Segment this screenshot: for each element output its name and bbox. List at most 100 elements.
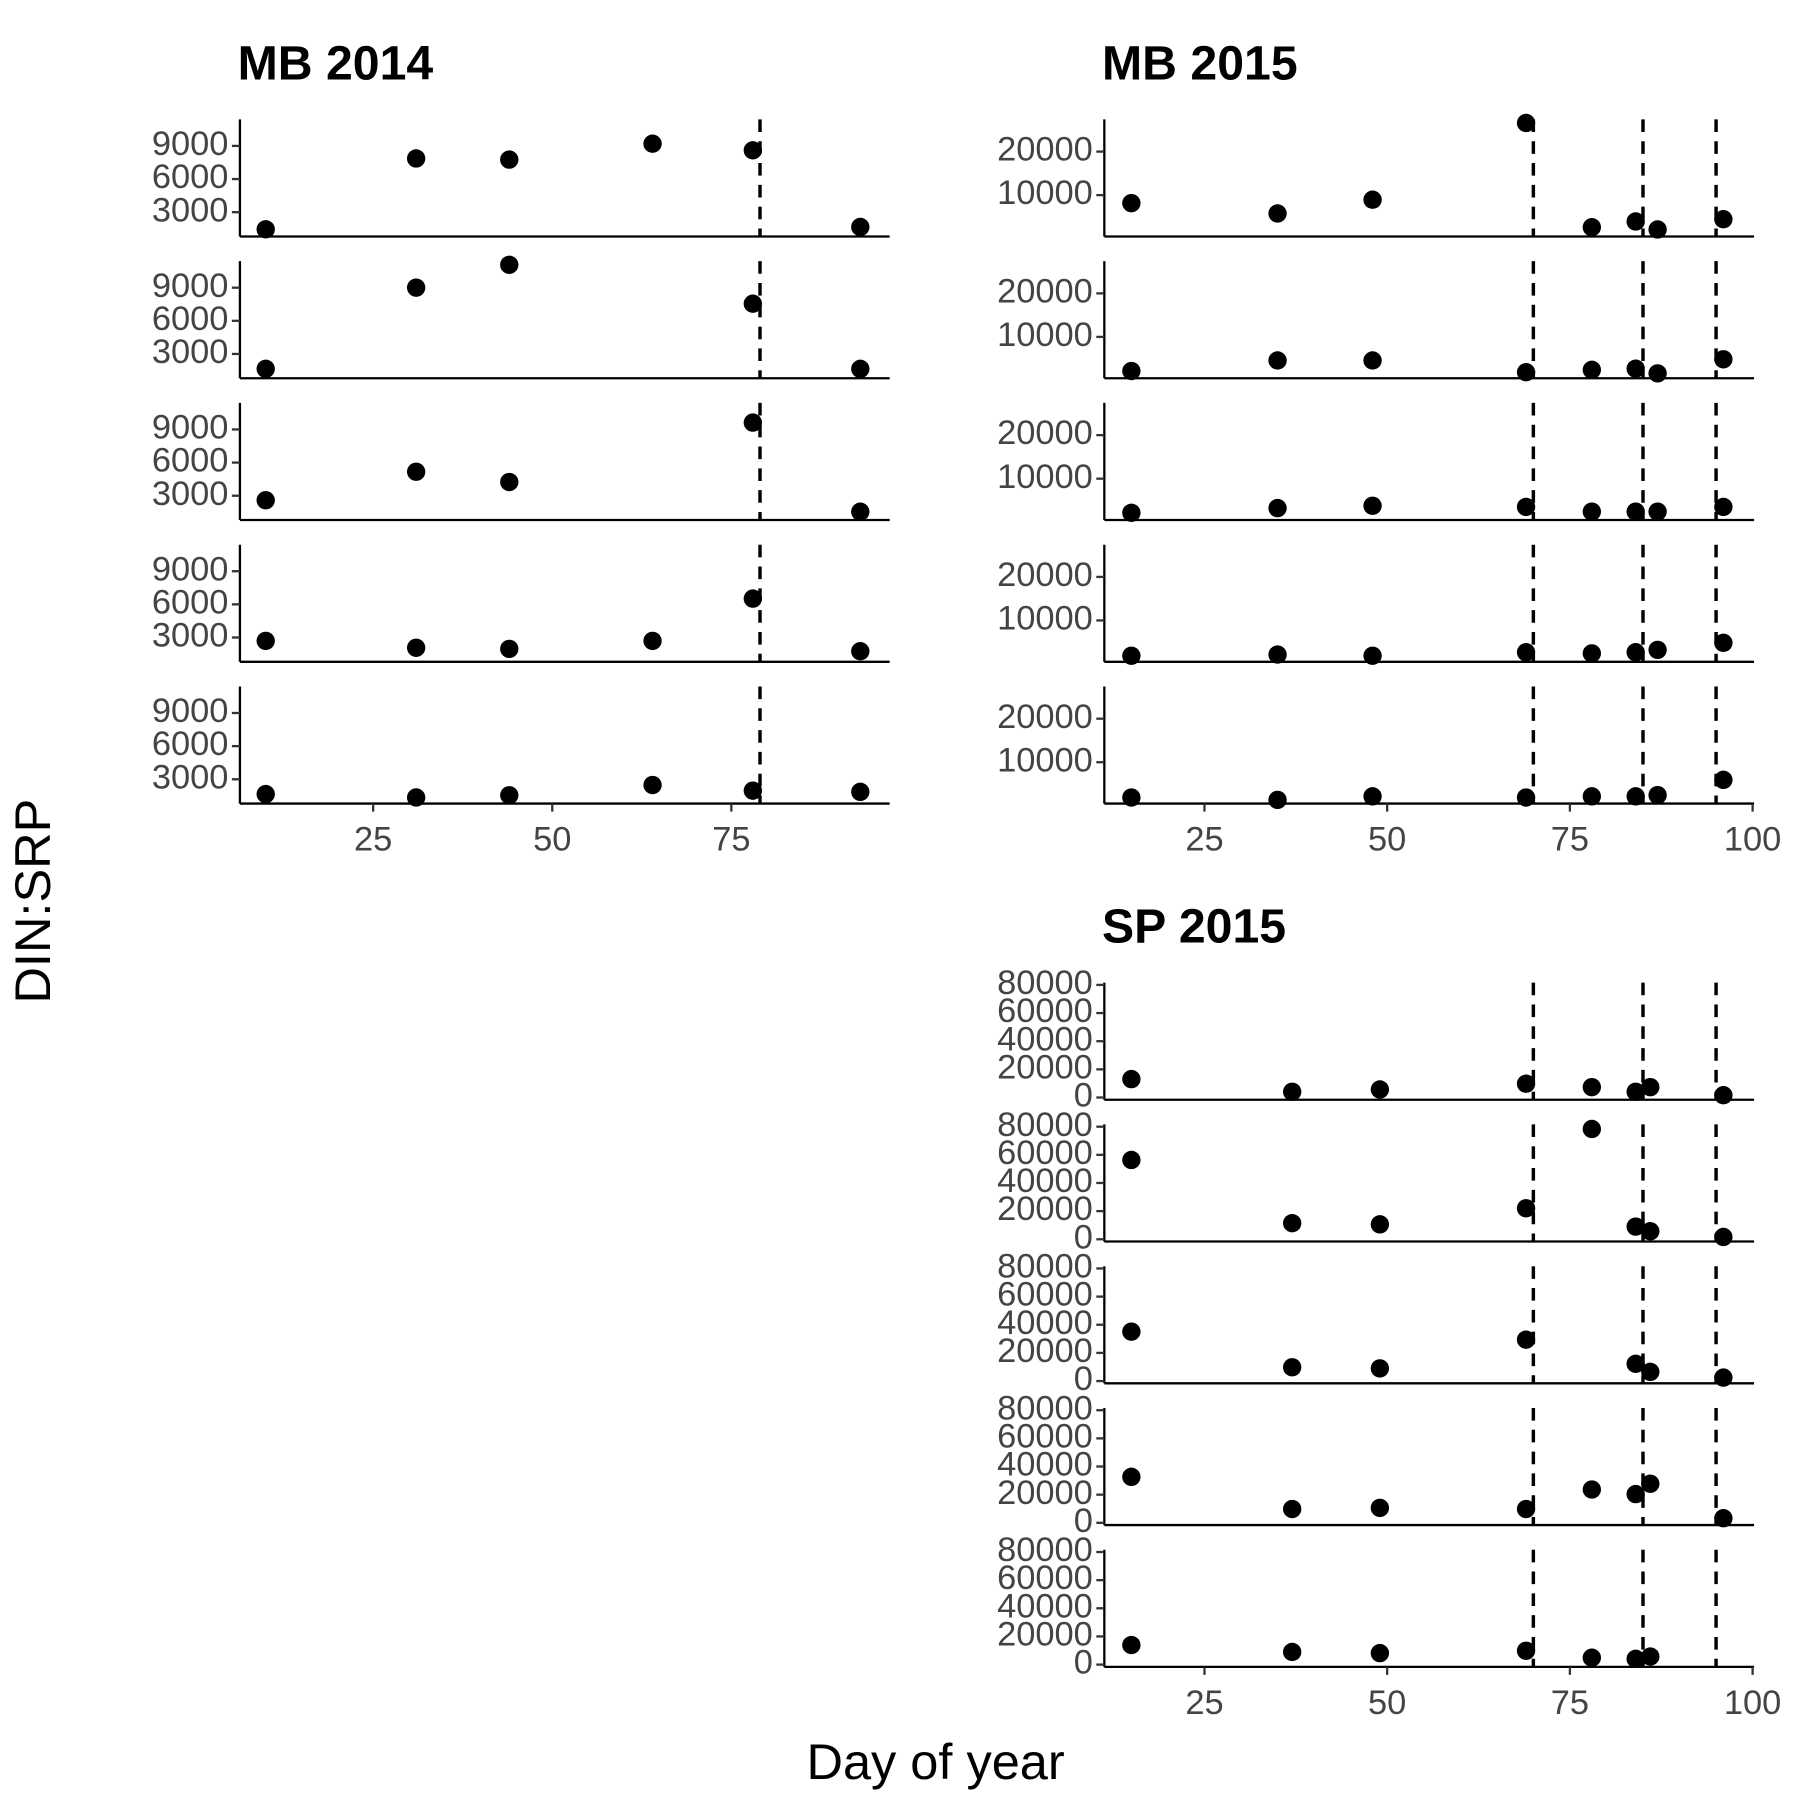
- point: [256, 359, 275, 379]
- point: [406, 149, 426, 168]
- point: [1516, 113, 1536, 133]
- y-tick-label: 60000: [997, 1417, 1093, 1455]
- x-tick-label: 100: [1724, 821, 1781, 859]
- point: [743, 413, 763, 432]
- point: [1370, 1498, 1390, 1518]
- x-tick-label: 100: [1724, 1684, 1781, 1722]
- y-tick-label: 80000: [997, 1106, 1093, 1144]
- y-tick-label: 0: [1074, 1077, 1093, 1115]
- point: [1626, 1649, 1645, 1669]
- point: [851, 359, 870, 379]
- y-tick-label: 10000: [997, 316, 1093, 354]
- point: [1641, 1474, 1660, 1493]
- point: [1282, 1499, 1302, 1519]
- point: [1626, 212, 1645, 231]
- y-tick-label: 9000: [152, 692, 229, 730]
- point: [1122, 1322, 1141, 1341]
- point: [643, 134, 662, 153]
- point: [743, 589, 763, 608]
- point: [743, 294, 763, 313]
- y-tick-label: 3000: [152, 475, 229, 513]
- point: [1363, 351, 1382, 370]
- point: [1626, 1217, 1645, 1236]
- point: [851, 217, 870, 237]
- y-tick-label: 40000: [997, 1587, 1093, 1625]
- point: [256, 784, 275, 804]
- point: [1122, 503, 1141, 522]
- point: [1268, 498, 1287, 518]
- y-tick-label: 3000: [152, 758, 229, 796]
- y-tick-label: 80000: [997, 1531, 1093, 1569]
- panel-title: MB 2015: [1102, 36, 1298, 90]
- point: [1268, 351, 1287, 370]
- y-tick-label: 9000: [152, 267, 229, 305]
- point: [1516, 1330, 1536, 1349]
- point: [500, 150, 519, 169]
- y-tick-label: 0: [1074, 1644, 1093, 1682]
- point: [1582, 218, 1602, 237]
- point: [1582, 502, 1602, 521]
- point: [1516, 1641, 1536, 1660]
- y-tick-label: 20000: [997, 1474, 1093, 1512]
- panel-title: MB 2014: [238, 36, 434, 90]
- y-tick-label: 20000: [997, 698, 1093, 736]
- point: [1626, 359, 1645, 378]
- point: [1282, 1642, 1302, 1662]
- y-tick-label: 60000: [997, 1134, 1093, 1172]
- y-tick-label: 60000: [997, 992, 1093, 1030]
- y-tick-label: 20000: [997, 272, 1093, 310]
- y-tick-label: 80000: [997, 1248, 1093, 1286]
- y-tick-label: 3000: [152, 333, 229, 371]
- point: [1122, 1150, 1141, 1170]
- point: [1626, 787, 1645, 806]
- point: [1582, 1077, 1602, 1097]
- point: [1582, 1119, 1602, 1139]
- point: [851, 782, 870, 802]
- point: [1714, 497, 1733, 517]
- point: [743, 141, 763, 160]
- point: [1641, 1647, 1660, 1666]
- y-tick-label: 9000: [152, 409, 229, 447]
- y-tick-label: 10000: [997, 600, 1093, 638]
- point: [1516, 363, 1536, 382]
- point: [1648, 364, 1667, 383]
- y-tick-label: 3000: [152, 617, 229, 655]
- point: [500, 786, 519, 805]
- point: [1648, 640, 1667, 660]
- point: [1626, 1484, 1645, 1504]
- point: [1714, 210, 1733, 229]
- point: [1714, 770, 1733, 790]
- x-axis-title: Day of year: [806, 1733, 1064, 1790]
- point: [256, 220, 275, 239]
- x-tick-label: 50: [1368, 1684, 1406, 1722]
- point: [1516, 643, 1536, 662]
- point: [1641, 1222, 1660, 1241]
- y-tick-label: 80000: [997, 1389, 1093, 1427]
- point: [1268, 790, 1287, 810]
- point: [406, 638, 426, 657]
- y-tick-label: 20000: [997, 1048, 1093, 1086]
- y-tick-label: 3000: [152, 191, 229, 229]
- point: [1363, 496, 1382, 515]
- point: [1582, 360, 1602, 380]
- y-tick-label: 10000: [997, 174, 1093, 212]
- point: [500, 639, 519, 659]
- point: [1641, 1362, 1660, 1382]
- point: [643, 631, 662, 651]
- x-tick-label: 50: [1368, 821, 1406, 859]
- point: [1122, 1467, 1141, 1487]
- y-tick-label: 0: [1074, 1360, 1093, 1398]
- x-tick-label: 75: [1551, 1684, 1589, 1722]
- y-tick-label: 6000: [152, 583, 229, 621]
- point: [1370, 1643, 1390, 1663]
- point: [1268, 645, 1287, 664]
- x-tick-label: 25: [1185, 821, 1223, 859]
- point: [1516, 1074, 1536, 1093]
- panel-title: SP 2015: [1102, 900, 1286, 954]
- point: [743, 781, 763, 800]
- point: [1648, 785, 1667, 805]
- point: [851, 502, 870, 521]
- point: [1268, 204, 1287, 223]
- point: [1582, 787, 1602, 806]
